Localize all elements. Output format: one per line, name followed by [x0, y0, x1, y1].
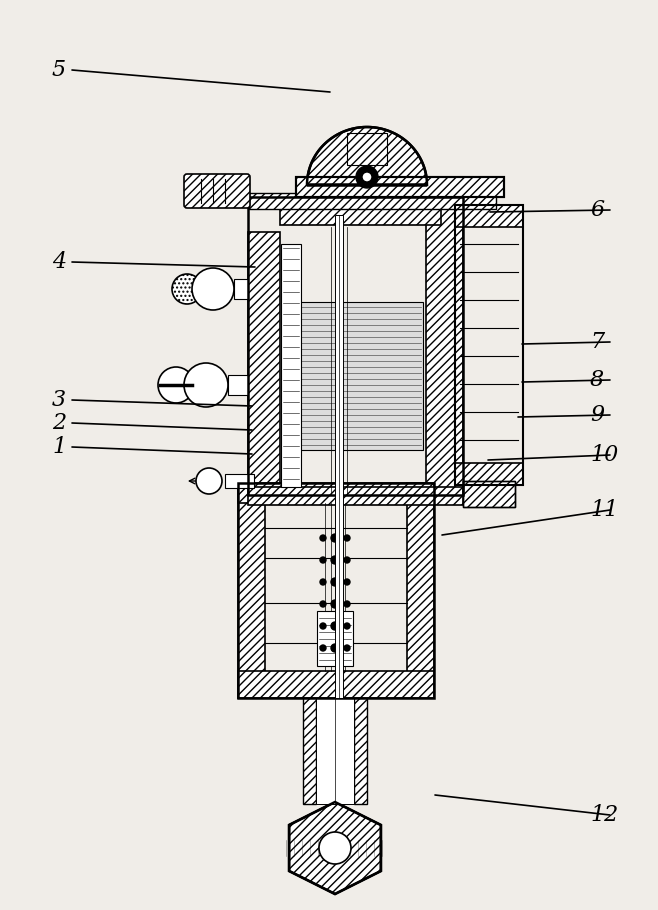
Bar: [347, 133, 387, 165]
Bar: [296, 177, 504, 197]
Circle shape: [320, 623, 326, 629]
Text: 11: 11: [590, 499, 619, 521]
Circle shape: [196, 468, 222, 494]
Text: 8: 8: [590, 369, 604, 391]
Bar: [463, 481, 515, 507]
Bar: [317, 611, 353, 666]
Circle shape: [320, 535, 326, 541]
Circle shape: [331, 534, 339, 542]
Circle shape: [331, 600, 339, 608]
Circle shape: [344, 579, 350, 585]
Circle shape: [192, 268, 234, 310]
Bar: [426, 197, 463, 495]
Circle shape: [331, 556, 339, 564]
Circle shape: [320, 557, 326, 563]
Bar: [455, 463, 523, 485]
Circle shape: [356, 166, 378, 188]
Circle shape: [331, 622, 339, 630]
Bar: [407, 483, 434, 698]
Circle shape: [331, 578, 339, 586]
Bar: [234, 279, 248, 299]
Circle shape: [344, 601, 350, 607]
Bar: [286, 302, 423, 450]
Bar: [354, 692, 367, 804]
Circle shape: [158, 367, 194, 403]
Circle shape: [344, 535, 350, 541]
Bar: [463, 481, 515, 507]
Text: 6: 6: [590, 199, 604, 221]
Bar: [248, 232, 280, 495]
Circle shape: [320, 601, 326, 607]
Bar: [316, 692, 354, 804]
Bar: [455, 205, 523, 227]
Text: 10: 10: [590, 444, 619, 466]
Circle shape: [344, 623, 350, 629]
Circle shape: [331, 644, 339, 652]
Text: 4: 4: [52, 251, 66, 273]
Circle shape: [320, 579, 326, 585]
Bar: [248, 487, 463, 505]
Bar: [249, 193, 496, 209]
FancyBboxPatch shape: [184, 174, 250, 208]
Circle shape: [319, 832, 351, 864]
Bar: [280, 197, 441, 225]
Bar: [238, 483, 434, 503]
Text: 3: 3: [52, 389, 66, 411]
Text: 5: 5: [52, 59, 66, 81]
Bar: [238, 671, 434, 698]
Bar: [238, 483, 265, 698]
Bar: [303, 692, 316, 804]
Text: 12: 12: [590, 804, 619, 826]
Text: 7: 7: [590, 331, 604, 353]
Circle shape: [344, 645, 350, 651]
Bar: [225, 474, 254, 488]
Bar: [228, 375, 248, 395]
Bar: [238, 483, 434, 698]
Bar: [455, 205, 523, 485]
Circle shape: [362, 172, 372, 182]
Bar: [281, 244, 301, 487]
Text: 9: 9: [590, 404, 604, 426]
Circle shape: [184, 363, 228, 407]
Polygon shape: [307, 127, 427, 185]
Circle shape: [344, 557, 350, 563]
Circle shape: [320, 645, 326, 651]
Circle shape: [172, 274, 202, 304]
Bar: [248, 197, 463, 495]
Bar: [296, 177, 504, 197]
Text: 2: 2: [52, 412, 66, 434]
Text: 1: 1: [52, 436, 66, 458]
Bar: [335, 215, 343, 698]
Polygon shape: [289, 802, 381, 894]
